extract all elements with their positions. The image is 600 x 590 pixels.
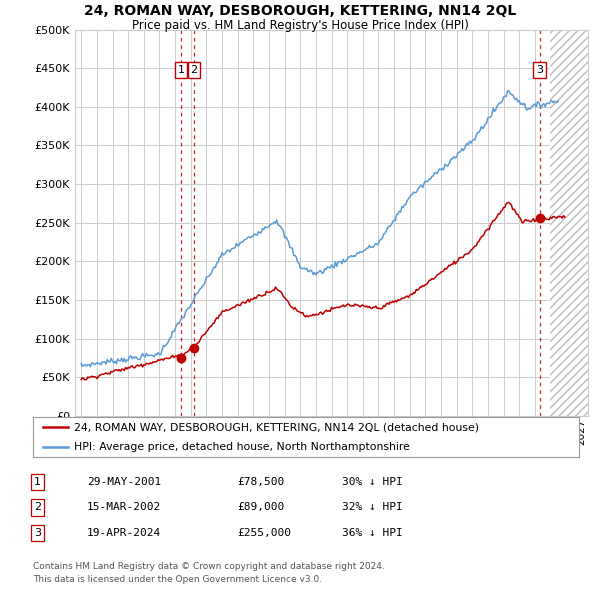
Text: 15-MAR-2002: 15-MAR-2002 bbox=[87, 503, 161, 512]
Text: 3: 3 bbox=[34, 528, 41, 537]
Text: 1: 1 bbox=[34, 477, 41, 487]
Text: This data is licensed under the Open Government Licence v3.0.: This data is licensed under the Open Gov… bbox=[33, 575, 322, 584]
Text: 32% ↓ HPI: 32% ↓ HPI bbox=[342, 503, 403, 512]
Text: 3: 3 bbox=[536, 65, 543, 75]
Text: HPI: Average price, detached house, North Northamptonshire: HPI: Average price, detached house, Nort… bbox=[74, 442, 410, 452]
Text: 2: 2 bbox=[34, 503, 41, 512]
Text: Price paid vs. HM Land Registry's House Price Index (HPI): Price paid vs. HM Land Registry's House … bbox=[131, 19, 469, 32]
Text: 24, ROMAN WAY, DESBOROUGH, KETTERING, NN14 2QL: 24, ROMAN WAY, DESBOROUGH, KETTERING, NN… bbox=[84, 4, 516, 18]
Bar bbox=[550, 30, 588, 416]
Text: £78,500: £78,500 bbox=[237, 477, 284, 487]
Text: 2: 2 bbox=[190, 65, 197, 75]
Text: 19-APR-2024: 19-APR-2024 bbox=[87, 528, 161, 537]
Text: 30% ↓ HPI: 30% ↓ HPI bbox=[342, 477, 403, 487]
Text: 36% ↓ HPI: 36% ↓ HPI bbox=[342, 528, 403, 537]
Text: 29-MAY-2001: 29-MAY-2001 bbox=[87, 477, 161, 487]
Text: £89,000: £89,000 bbox=[237, 503, 284, 512]
Text: 24, ROMAN WAY, DESBOROUGH, KETTERING, NN14 2QL (detached house): 24, ROMAN WAY, DESBOROUGH, KETTERING, NN… bbox=[74, 422, 479, 432]
Text: Contains HM Land Registry data © Crown copyright and database right 2024.: Contains HM Land Registry data © Crown c… bbox=[33, 562, 385, 571]
Text: 1: 1 bbox=[178, 65, 185, 75]
Text: £255,000: £255,000 bbox=[237, 528, 291, 537]
